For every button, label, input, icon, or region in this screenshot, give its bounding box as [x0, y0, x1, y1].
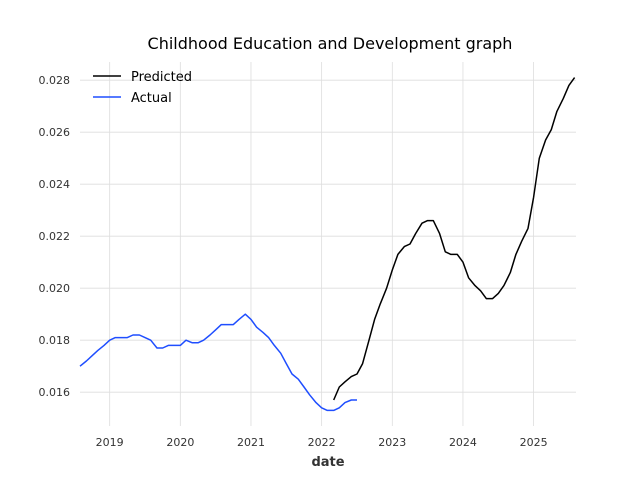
- y-tick-label: 0.018: [39, 334, 71, 347]
- series-line-actual: [79, 313, 357, 412]
- series-lines: [79, 77, 576, 412]
- x-tick-label: 2020: [166, 436, 194, 449]
- legend: Predicted Actual: [93, 70, 192, 106]
- x-tick-label: 2023: [378, 436, 406, 449]
- y-tick-label: 0.024: [39, 178, 71, 191]
- tick-labels: 2019 2020 2021 2022 2023 2024 2025 0.016 0.018 0.…: [39, 74, 548, 449]
- x-axis-label: date: [311, 455, 344, 470]
- x-tick-label: 2021: [237, 436, 265, 449]
- y-tick-label: 0.026: [39, 126, 71, 139]
- legend-label-actual: Actual: [131, 91, 172, 106]
- x-tick-label: 2019: [96, 436, 124, 449]
- y-tick-label: 0.020: [39, 282, 71, 295]
- y-tick-label: 0.028: [39, 74, 71, 87]
- x-tick-label: 2022: [308, 436, 336, 449]
- chart-title: Childhood Education and Development grap…: [148, 34, 513, 53]
- x-tick-label: 2025: [520, 436, 548, 449]
- x-tick-label: 2024: [449, 436, 477, 449]
- legend-label-predicted: Predicted: [131, 70, 192, 85]
- series-line-predicted: [333, 77, 576, 401]
- grid: [80, 62, 576, 426]
- y-tick-label: 0.022: [39, 230, 71, 243]
- y-tick-label: 0.016: [39, 386, 71, 399]
